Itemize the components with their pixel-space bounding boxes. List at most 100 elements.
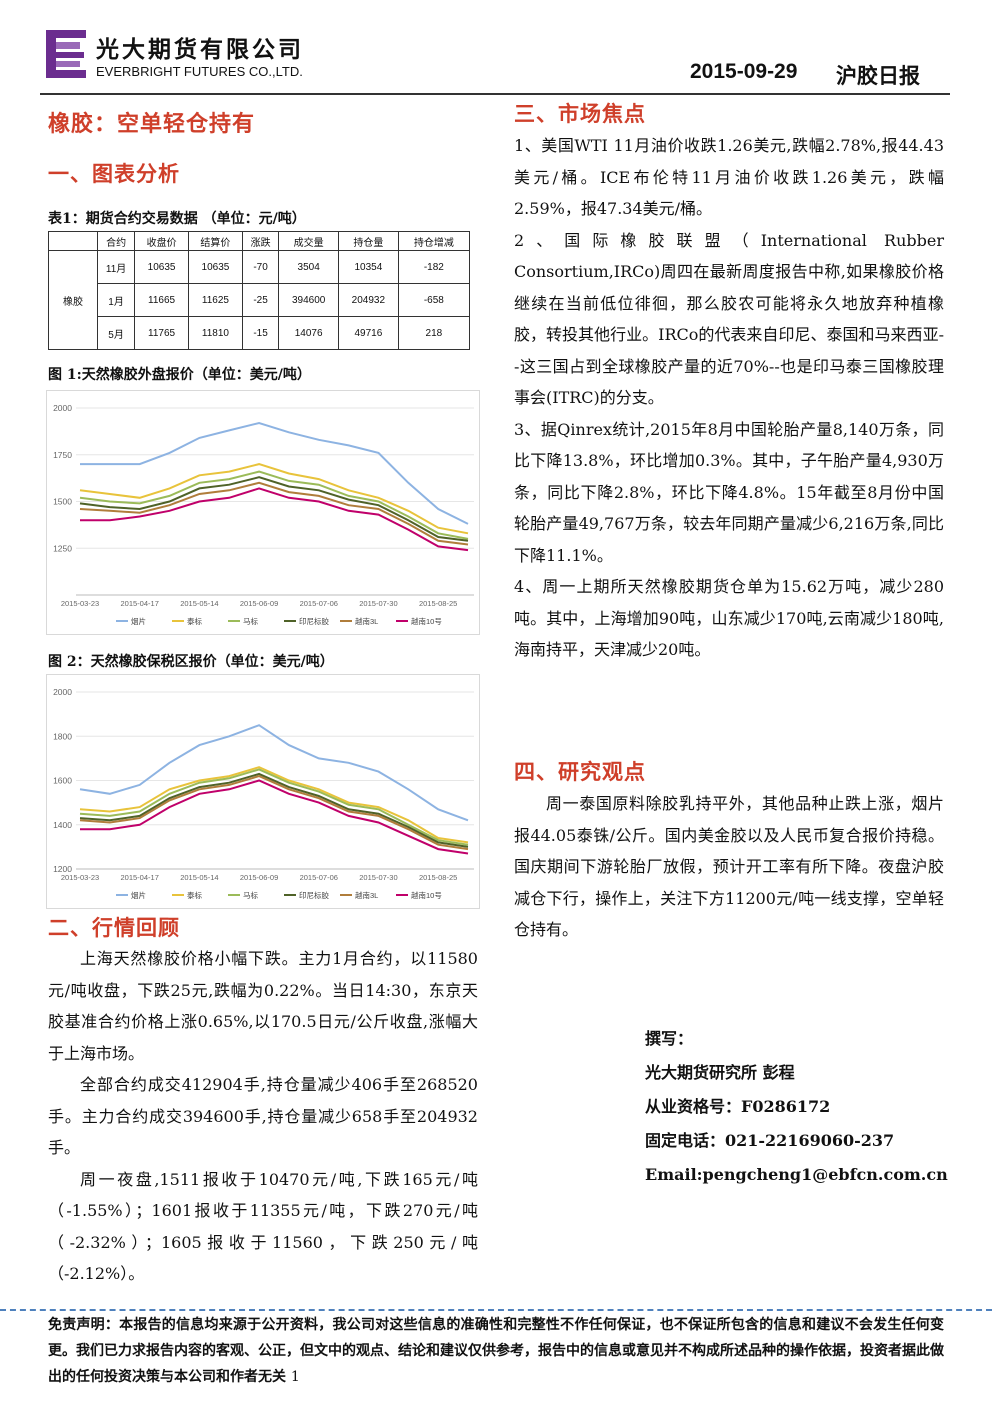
- company-cn: 光大期货有限公司: [96, 36, 304, 63]
- author-line: Email:pengcheng1@ebfcn.com.cn: [645, 1165, 948, 1184]
- table-cell: 11月: [96, 250, 136, 284]
- table-row: 橡胶 11月 10635 10635 -70 3504 10354 -182: [48, 250, 471, 350]
- y-tick-label: 2000: [53, 687, 72, 697]
- paragraph: 周一夜盘,1511报收于10470元/吨,下跌165元/吨（-1.55%）；16…: [48, 1169, 478, 1284]
- row-label: 橡胶: [48, 250, 98, 350]
- disclaimer: 免责声明：本报告的信息均来源于公开资料，我公司对这些信息的准确性和完整性不作任何…: [48, 1312, 944, 1390]
- y-tick-label: 1500: [53, 497, 72, 507]
- x-tick-label: 2015-07-30: [359, 873, 397, 882]
- doc-title: 橡胶：空单轻仓持有: [48, 111, 256, 137]
- table-cell: 14076: [278, 316, 340, 350]
- table-cell: 10354: [338, 250, 399, 284]
- table-cell: 11765: [134, 316, 189, 350]
- table-cell: 394600: [278, 283, 340, 317]
- disclaimer-text: 免责声明：本报告的信息均来源于公开资料，我公司对这些信息的准确性和完整性不作任何…: [48, 1317, 944, 1385]
- legend-label: 印尼标胶: [299, 890, 329, 900]
- x-tick-label: 2015-05-14: [180, 599, 218, 608]
- table-cell: 10635: [188, 250, 243, 284]
- table-cell: 11810: [188, 316, 243, 350]
- table-header-cell: [48, 231, 98, 251]
- y-tick-label: 1750: [53, 450, 72, 460]
- series-line: [79, 768, 469, 846]
- paragraph: 2、国际橡胶联盟（International Rubber Consortium…: [514, 230, 944, 408]
- series-line: [79, 470, 469, 540]
- table-header-cell: 持仓量: [338, 231, 399, 251]
- legend-label: 越南3L: [355, 616, 378, 626]
- table-cell: 49716: [338, 316, 399, 350]
- table-cell: 218: [397, 316, 471, 350]
- x-tick-label: 2015-04-17: [121, 873, 159, 882]
- series-line: [80, 487, 469, 552]
- x-tick-label: 2015-08-25: [419, 599, 457, 608]
- section-body: 周一泰国原料除胶乳持平外，其他品种止跌上涨，烟片报44.05泰铢/公斤。国内美金…: [514, 788, 944, 946]
- table-row: 1月 11665 11625 -25 394600 204932 -658: [49, 283, 471, 317]
- report-date: 2015-09-29: [690, 60, 798, 83]
- series-line: [79, 463, 469, 535]
- table-cell: 1月: [96, 283, 136, 317]
- page-number: 1: [290, 1369, 300, 1385]
- table-header-cell: 结算价: [188, 231, 243, 251]
- series-line: [79, 775, 469, 851]
- paragraph: 全部合约成交412904手,持仓量减少406手至268520手。主力合约成交39…: [48, 1075, 478, 1157]
- table-cell: 10635: [134, 250, 189, 284]
- table-cell: -70: [241, 250, 280, 284]
- table-row: 5月 11765 11810 -15 14076 49716 218: [49, 316, 471, 350]
- table-cell: 204932: [338, 283, 399, 317]
- logo: [46, 30, 86, 78]
- series-line: [79, 476, 469, 542]
- table-header-cell: 收盘价: [134, 231, 189, 251]
- header-rule: [40, 93, 950, 95]
- legend-label: 烟片: [131, 890, 146, 900]
- legend-label: 越南3L: [355, 890, 378, 900]
- table-cell: -25: [241, 283, 280, 317]
- table-header-cell: 持仓增减: [397, 231, 471, 251]
- table-header-row: 合约 收盘价 结算价 涨跌 成交量 持仓量 持仓增减: [48, 231, 471, 251]
- legend-label: 烟片: [131, 616, 146, 626]
- table-cell: -15: [241, 316, 280, 350]
- legend-label: 越南10号: [411, 890, 442, 900]
- author-line: 撰写：: [645, 1029, 694, 1048]
- x-tick-label: 2015-04-17: [121, 599, 159, 608]
- author-line: 光大期货研究所 彭程: [645, 1063, 795, 1082]
- legend-label: 泰标: [187, 616, 202, 626]
- x-tick-label: 2015-05-14: [180, 873, 218, 882]
- paragraph: 3、据Qinrex统计,2015年8月中国轮胎产量8,140万条，同比下降13.…: [514, 419, 944, 565]
- x-tick-label: 2015-08-25: [419, 873, 457, 882]
- table-header-cell: 成交量: [278, 231, 340, 251]
- table-cell: 11625: [188, 283, 243, 317]
- section-heading: 四、研究观点: [514, 759, 646, 784]
- data-table: 合约 收盘价 结算价 涨跌 成交量 持仓量 持仓增减 橡胶 11月 10635 10635 -70 35…: [48, 231, 471, 350]
- series-line: [79, 481, 469, 546]
- chart: 1200 1400 1600 1800 2000 2015-03-23 2015-04-17…: [46, 674, 480, 909]
- section-heading: 三、市场焦点: [514, 101, 646, 126]
- legend-label: 泰标: [187, 890, 202, 900]
- x-tick-label: 2015-07-30: [359, 599, 397, 608]
- company-en: EVERBRIGHT FUTURES CO.,LTD.: [96, 64, 303, 79]
- series-line: [79, 772, 469, 848]
- chart-frame: [46, 390, 480, 635]
- report-name: 沪胶日报: [836, 63, 920, 88]
- paragraph: 上海天然橡胶价格小幅下跌。主力1月合约，以11580元/吨收盘，下跌25元,跌幅…: [48, 949, 478, 1063]
- y-tick-label: 1800: [53, 731, 72, 741]
- x-tick-label: 2015-03-23: [61, 599, 99, 608]
- legend-label: 越南10号: [411, 616, 442, 626]
- series-line: [79, 766, 469, 844]
- table-cell: 11665: [134, 283, 189, 317]
- author-block: 撰写： 光大期货研究所 彭程 从业资格号：F0286172 固定电话：021-2216…: [645, 1022, 948, 1192]
- x-tick-label: 2015-07-06: [300, 873, 338, 882]
- y-tick-label: 1400: [53, 820, 72, 830]
- series-line: [80, 421, 469, 525]
- x-tick-label: 2015-06-09: [240, 599, 278, 608]
- legend-label: 马标: [243, 616, 258, 626]
- figure-caption: 图 1:天然橡胶外盘报价（单位：美元/吨）: [48, 367, 311, 383]
- section-heading: 一、图表分析: [48, 161, 180, 186]
- author-line: 从业资格号：F0286172: [645, 1097, 831, 1116]
- table-header-cell: 涨跌: [241, 231, 280, 251]
- table-cell: -658: [397, 283, 471, 317]
- table-caption: 表1：期货合约交易数据 （单位：元/吨）: [48, 211, 306, 227]
- paragraph: 4、周一上期所天然橡胶期货仓单为15.62万吨，减少280吨。其中，上海增加90…: [514, 577, 944, 659]
- section-heading: 二、行情回顾: [48, 915, 180, 940]
- section-body: 上海天然橡胶价格小幅下跌。主力1月合约，以11580元/吨收盘，下跌25元,跌幅…: [48, 943, 478, 1290]
- y-tick-label: 2000: [53, 403, 72, 413]
